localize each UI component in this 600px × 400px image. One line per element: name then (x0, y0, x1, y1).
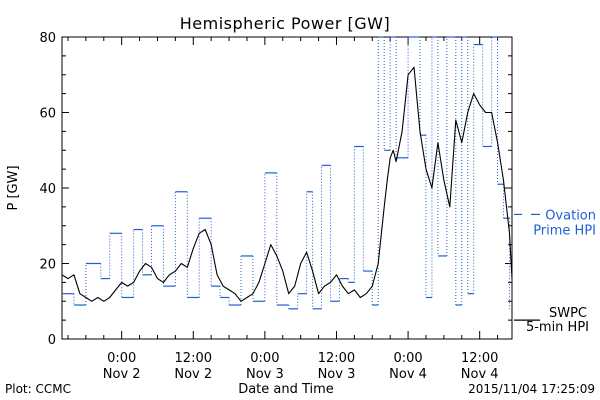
legend-label-ovation: Ovation (545, 208, 596, 223)
y-tick-label: 60 (39, 107, 56, 122)
x-tick-label-date: Nov 4 (389, 367, 427, 382)
x-tick-label-time: 0:00 (250, 351, 279, 366)
y-axis-label: P [GW] (6, 165, 21, 210)
plot-credit: Plot: CCMC (5, 382, 71, 396)
x-axis-label: Date and Time (238, 382, 334, 397)
swpc-hpi-series (61, 66, 513, 302)
chart-title: Hemispheric Power [GW] (180, 14, 390, 33)
x-tick-label-time: 12:00 (318, 351, 355, 366)
x-tick-label-date: Nov 2 (174, 367, 212, 382)
x-tick-label-time: 12:00 (175, 351, 212, 366)
x-tick-label-date: Nov 2 (103, 367, 141, 382)
ovation-prime-series (62, 36, 511, 310)
legend-label-swpc: SWPC (549, 306, 587, 321)
x-tick-label-date: Nov 3 (318, 367, 356, 382)
x-tick-label-time: 0:00 (107, 351, 136, 366)
x-tick-label-date: Nov 4 (461, 367, 499, 382)
x-tick-label-time: 0:00 (393, 351, 422, 366)
plot-frame (61, 36, 513, 340)
y-axis: 0 20 40 60 80 (39, 31, 512, 348)
y-tick-label: 20 (39, 258, 56, 273)
swpc-hpi-line (61, 66, 513, 302)
y-tick-label: 0 (48, 333, 56, 348)
y-tick-label: 80 (39, 31, 56, 46)
legend-label-swpc: 5-min HPI (526, 320, 589, 335)
x-tick-label-date: Nov 3 (246, 367, 284, 382)
x-tick-label-time: 12:00 (461, 351, 498, 366)
timestamp: 2015/11/04 17:25:09 (468, 382, 595, 396)
y-tick-label: 40 (39, 182, 56, 197)
legend-label-ovation: Prime HPI (533, 223, 596, 238)
